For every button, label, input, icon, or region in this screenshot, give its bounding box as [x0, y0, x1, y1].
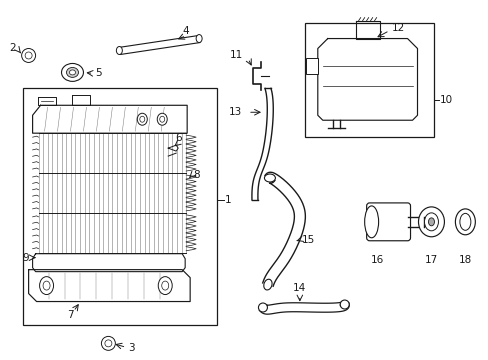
Text: 2: 2 — [9, 42, 16, 53]
Ellipse shape — [116, 46, 122, 54]
Polygon shape — [118, 36, 200, 54]
Text: 14: 14 — [293, 283, 306, 293]
Bar — [305, 58, 317, 75]
Text: 9: 9 — [22, 253, 29, 263]
Ellipse shape — [263, 279, 271, 290]
Text: 6: 6 — [175, 133, 181, 143]
Ellipse shape — [364, 206, 378, 238]
Polygon shape — [317, 39, 417, 120]
Ellipse shape — [454, 209, 474, 235]
Ellipse shape — [61, 63, 83, 81]
Ellipse shape — [158, 276, 172, 294]
Text: 18: 18 — [458, 255, 471, 265]
Text: 15: 15 — [301, 235, 314, 245]
Text: 7: 7 — [67, 310, 74, 320]
Ellipse shape — [21, 49, 36, 62]
Text: 4: 4 — [183, 26, 189, 36]
Text: 13: 13 — [228, 107, 242, 117]
Ellipse shape — [43, 281, 50, 290]
Text: 10: 10 — [439, 95, 452, 105]
Text: 5: 5 — [95, 68, 102, 78]
Text: 3: 3 — [128, 343, 135, 354]
Ellipse shape — [264, 174, 275, 182]
Text: 8: 8 — [193, 170, 200, 180]
Ellipse shape — [418, 207, 444, 237]
Ellipse shape — [196, 35, 202, 42]
Ellipse shape — [459, 213, 470, 230]
Ellipse shape — [258, 303, 267, 312]
FancyBboxPatch shape — [366, 203, 410, 241]
Ellipse shape — [40, 276, 53, 294]
Text: 11: 11 — [229, 50, 243, 60]
Text: 16: 16 — [370, 255, 384, 265]
Ellipse shape — [427, 218, 433, 226]
Text: 12: 12 — [391, 23, 404, 33]
Text: 17: 17 — [424, 255, 437, 265]
Ellipse shape — [101, 336, 115, 350]
Text: 1: 1 — [224, 195, 231, 205]
Ellipse shape — [137, 113, 147, 125]
Ellipse shape — [157, 113, 167, 125]
Ellipse shape — [340, 300, 348, 309]
Ellipse shape — [160, 116, 164, 122]
Bar — [304, 23, 433, 137]
Ellipse shape — [140, 116, 144, 122]
Ellipse shape — [66, 67, 78, 77]
Ellipse shape — [69, 70, 75, 75]
Ellipse shape — [424, 213, 438, 231]
Ellipse shape — [105, 340, 112, 347]
Bar — [22, 88, 217, 325]
Ellipse shape — [162, 281, 168, 290]
Ellipse shape — [25, 52, 32, 59]
